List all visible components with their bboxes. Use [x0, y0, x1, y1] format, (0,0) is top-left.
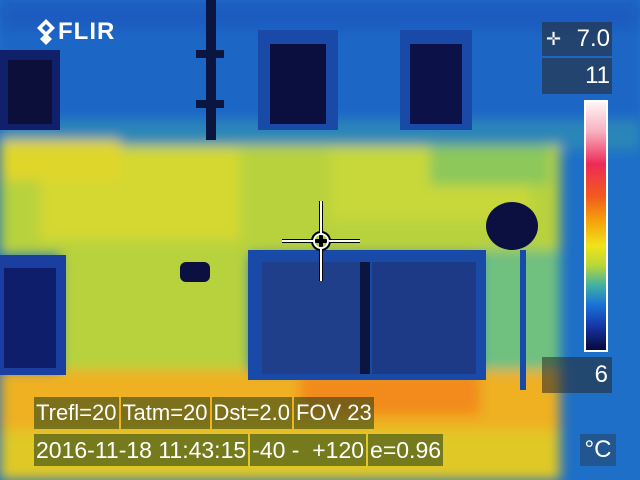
crosshair-icon: ✛ [546, 29, 562, 49]
param-tatm: Tatm=20 [120, 397, 210, 429]
status-bar: 2016-11-18 11:43:15 -40 - +120 e=0.96 [34, 434, 445, 466]
flir-logo-icon [37, 19, 55, 45]
flir-logo-text: FLIR [58, 18, 116, 45]
param-fov: FOV 23 [293, 397, 374, 429]
scale-max: 11 [585, 62, 610, 89]
wall-vent [180, 262, 210, 282]
temperature-scale-bar [584, 100, 608, 352]
satellite-dish [486, 202, 538, 250]
temperature-range: -40 - +120 [250, 434, 367, 466]
spot-measurement: ✛ 7.0 [542, 22, 612, 56]
emissivity: e=0.96 [368, 434, 444, 466]
scale-min-box: 6 [542, 357, 612, 393]
parameter-bar: Trefl=20 Tatm=20 Dst=2.0 FOV 23 [34, 397, 376, 429]
datetime: 2016-11-18 11:43:15 [34, 434, 249, 466]
scale-min: 6 [594, 361, 608, 388]
scale-max-box: 11 [542, 58, 612, 94]
param-trefl: Trefl=20 [34, 397, 119, 429]
drain-pipe [206, 0, 216, 140]
flir-logo: FLIR [36, 18, 115, 46]
temperature-unit: °C [580, 434, 616, 466]
param-dst: Dst=2.0 [211, 397, 292, 429]
spot-value: 7.0 [576, 25, 610, 52]
